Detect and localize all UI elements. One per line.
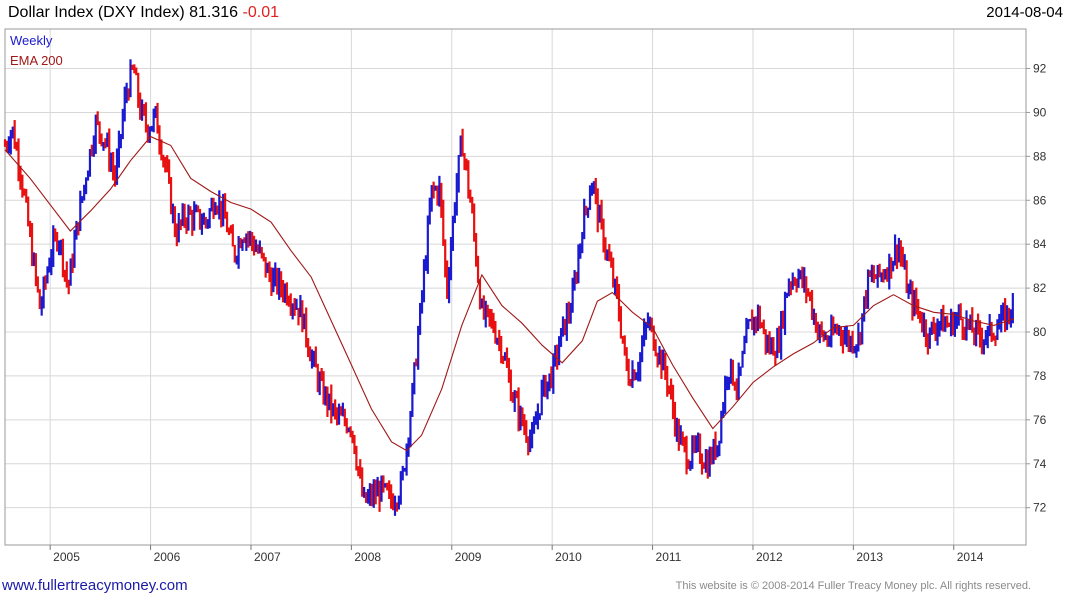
y-tick-label: 72	[1033, 501, 1047, 515]
chart-date: 2014-08-04	[986, 4, 1063, 21]
x-axis: 2005 2006 2007 2008 2009 2010 2011 2012 2013 2014	[49, 545, 984, 564]
x-tick-label: 2005	[53, 550, 80, 564]
price-bars	[3, 59, 1014, 516]
legend-weekly: Weekly	[10, 33, 53, 48]
y-tick-label: 76	[1033, 413, 1047, 427]
y-tick-label: 86	[1033, 193, 1047, 207]
price-change: -0.01	[242, 4, 279, 21]
x-tick-label: 2010	[555, 550, 582, 564]
y-tick-label: 80	[1033, 325, 1047, 339]
x-tick-label: 2012	[756, 550, 783, 564]
x-tick-label: 2013	[856, 550, 883, 564]
y-tick-label: 82	[1033, 281, 1047, 295]
y-axis: 72 74 76 78 80 82 84 86 88 90 92	[1026, 62, 1047, 515]
x-tick-label: 2008	[354, 550, 381, 564]
y-tick-label: 74	[1033, 457, 1047, 471]
chart-title: Dollar Index (DXY Index) 81.316 -0.01	[8, 4, 279, 22]
y-tick-label: 84	[1033, 237, 1047, 251]
site-link[interactable]: www.fullertreacymoney.com	[2, 577, 188, 594]
legend-ema: EMA 200	[10, 53, 63, 68]
grid	[5, 29, 1026, 545]
plot-frame	[4, 28, 1027, 546]
y-tick-label: 90	[1033, 105, 1047, 119]
x-tick-label: 2007	[254, 550, 281, 564]
x-tick-label: 2006	[154, 550, 181, 564]
y-tick-label: 92	[1033, 62, 1047, 76]
chart-title-text: Dollar Index (DXY Index) 81.316	[8, 4, 239, 21]
y-tick-label: 88	[1033, 149, 1047, 163]
x-tick-label: 2011	[656, 550, 682, 564]
x-tick-label: 2009	[455, 550, 482, 564]
copyright-notice: This website is © 2008-2014 Fuller Treac…	[675, 580, 1031, 592]
y-tick-label: 78	[1033, 369, 1047, 383]
ema-200-line	[4, 135, 1015, 452]
x-tick-label: 2014	[957, 550, 984, 564]
ema-line-group	[4, 135, 1015, 452]
